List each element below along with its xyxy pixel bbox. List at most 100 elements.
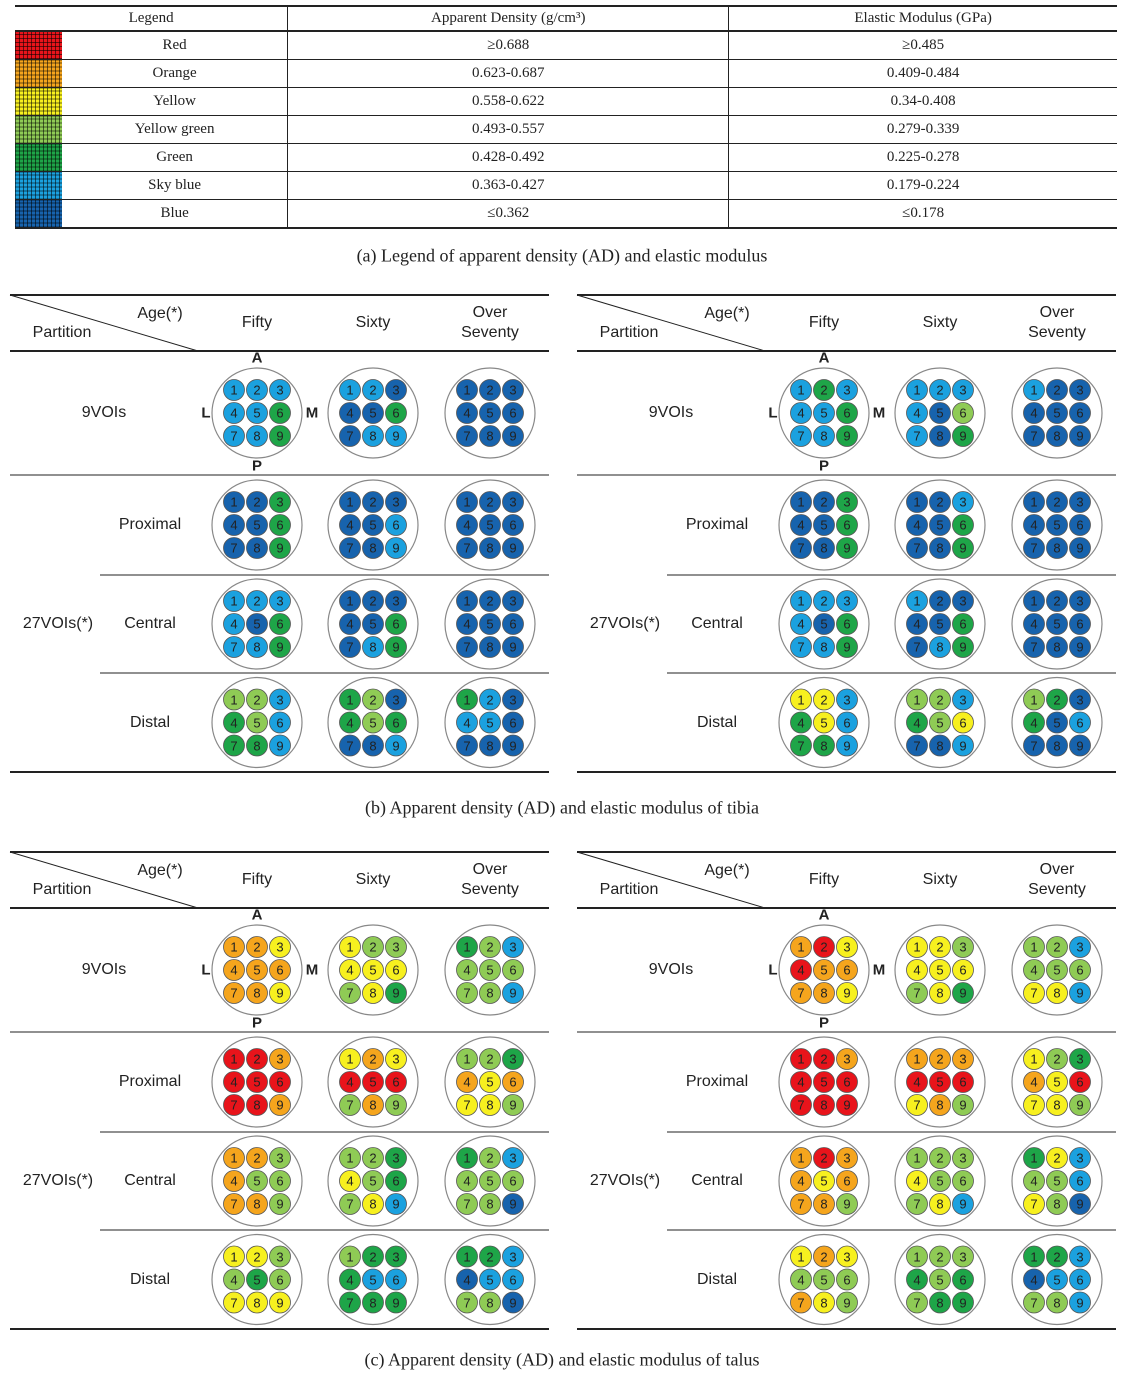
voi-dot	[479, 613, 501, 635]
voi-number: 7	[346, 985, 354, 1001]
voi-dot	[269, 514, 291, 536]
voi-dot	[269, 613, 291, 635]
bone-section	[444, 1135, 536, 1227]
voi-number: 1	[230, 1051, 238, 1067]
voi-dot	[1046, 425, 1068, 447]
voi-dot	[813, 1147, 835, 1169]
voi-number: 9	[509, 738, 517, 753]
voi-dot	[813, 1048, 835, 1070]
row-title: Partition	[599, 324, 659, 341]
voi-dot	[362, 982, 384, 1004]
voi-number: 7	[1030, 639, 1038, 655]
voi-dot	[836, 982, 858, 1004]
voi-dot	[502, 514, 524, 536]
voi-dot	[929, 1245, 951, 1268]
voi-number: 8	[1053, 1097, 1061, 1113]
voi-dot	[502, 1094, 524, 1116]
voi-number: 8	[369, 540, 377, 556]
voi-dot	[1023, 514, 1045, 536]
voi-dot	[246, 734, 268, 757]
voi-dot	[339, 1170, 361, 1192]
voi-dot	[813, 1170, 835, 1192]
voi-number: 1	[1030, 1249, 1038, 1264]
voi-dot	[836, 590, 858, 612]
voi-dot	[502, 1147, 524, 1169]
voi-dot	[246, 425, 268, 447]
voi-number: 7	[913, 985, 921, 1001]
voi-number: 6	[1076, 1074, 1084, 1090]
age-label: Over Seventy	[1028, 861, 1086, 898]
voi-number: 1	[913, 1249, 921, 1264]
partition-label: Central	[124, 615, 176, 632]
voi-dot	[269, 590, 291, 612]
voi-number: 1	[913, 1051, 921, 1067]
voi-number: 8	[936, 1196, 944, 1212]
voi-number: 3	[392, 939, 400, 955]
legend-table: Legend Apparent Density (g/cm³) Elastic …	[15, 5, 1117, 229]
voi-number: 4	[346, 1074, 354, 1090]
voi-dot	[836, 734, 858, 757]
voi-number: 3	[392, 1051, 400, 1067]
voi-number: 2	[253, 382, 261, 398]
voi-dot	[952, 959, 974, 981]
voi-number: 5	[1053, 517, 1061, 533]
voi-dot	[246, 491, 268, 513]
voi-dot	[813, 936, 835, 958]
voi-dot	[456, 514, 478, 536]
voi-dot	[362, 537, 384, 559]
caption: (a) Legend of apparent density (AD) and …	[356, 245, 768, 266]
voi-number: 3	[509, 939, 517, 955]
voi-dot	[790, 734, 812, 757]
voi-dot	[269, 1193, 291, 1215]
voi-dot	[906, 537, 928, 559]
bone-section	[211, 578, 303, 670]
voi-dot	[836, 959, 858, 981]
voi-dot	[1046, 1071, 1068, 1093]
voi-number: 3	[276, 1150, 284, 1166]
voi-dot	[479, 688, 501, 711]
voi-dot	[479, 425, 501, 447]
voi-dot	[479, 1268, 501, 1291]
voi-dot	[1069, 1094, 1091, 1116]
voi-dot	[339, 1268, 361, 1291]
voi-number: 8	[486, 540, 494, 556]
voi-number: 7	[1030, 985, 1038, 1001]
column-title: Age(*)	[137, 862, 183, 879]
voi-dot	[1046, 982, 1068, 1004]
voi-number: 9	[843, 540, 851, 556]
bone-section	[894, 924, 986, 1016]
voi-dot	[1046, 1245, 1068, 1268]
voi-number: 1	[1030, 1150, 1038, 1166]
voi-number: 8	[369, 1097, 377, 1113]
voi-number: 4	[1030, 405, 1038, 421]
voi-dot	[246, 688, 268, 711]
voi-dot	[1023, 936, 1045, 958]
voi-number: 6	[509, 1272, 517, 1287]
voi-number: 4	[797, 616, 805, 632]
voi-dot	[479, 711, 501, 734]
voi-dot	[223, 1193, 245, 1215]
voi-number: 9	[843, 1196, 851, 1212]
voi-dot	[223, 711, 245, 734]
voi-dot	[1046, 1147, 1068, 1169]
voi-dot	[813, 959, 835, 981]
voi-number: 5	[936, 517, 944, 533]
voi-dot	[362, 425, 384, 447]
voi-dot	[813, 1245, 835, 1268]
voi-number: 2	[486, 382, 494, 398]
voi-dot	[246, 1071, 268, 1093]
voi-number: 3	[392, 593, 400, 609]
voi-dot	[223, 1147, 245, 1169]
voi-dot	[952, 982, 974, 1004]
voi-dot	[223, 936, 245, 958]
voi-number: 8	[1053, 738, 1061, 753]
voi-dot	[813, 636, 835, 658]
voi-number: 5	[486, 1272, 494, 1287]
voi-dot	[1023, 636, 1045, 658]
voi-dot	[836, 425, 858, 447]
voi-number: 2	[369, 593, 377, 609]
voi-number: 1	[913, 692, 921, 707]
voi-number: 3	[843, 939, 851, 955]
voi-number: 5	[1053, 962, 1061, 978]
voi-number: 1	[463, 1249, 471, 1264]
